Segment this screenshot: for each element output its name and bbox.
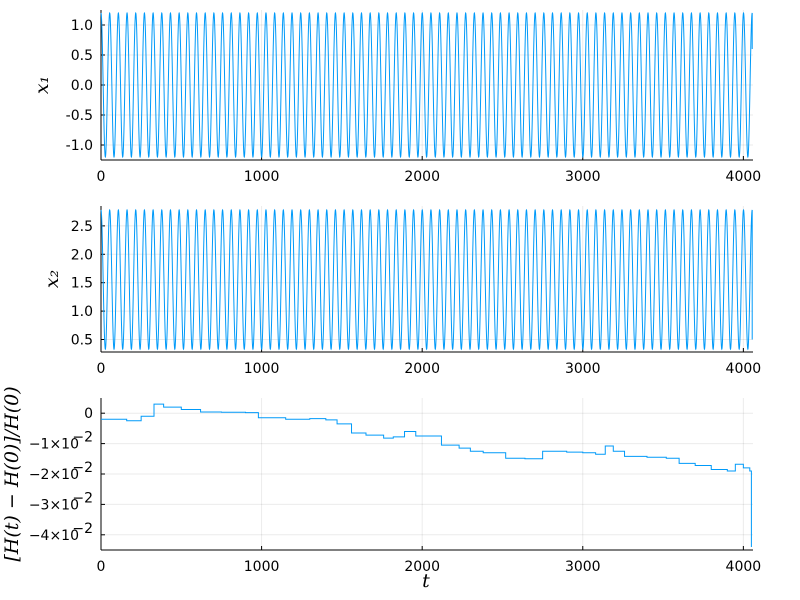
y-tick-label: −2×10 [29, 467, 79, 483]
y-tick-label: −4×10 [29, 528, 79, 544]
x-tick-label: 3000 [565, 361, 601, 377]
x-tick-label: 4000 [726, 559, 762, 575]
y-tick-exponent: −2 [72, 521, 93, 537]
x-tick-label: 2000 [404, 559, 440, 575]
y-tick-label: 2.0 [71, 247, 93, 263]
y-tick-label: 1.5 [71, 276, 93, 292]
series-line [101, 403, 752, 547]
x-tick-label: 3000 [565, 559, 601, 575]
x-tick-label: 1000 [244, 559, 280, 575]
y-tick-label: 1.0 [71, 304, 93, 320]
subplot-x1: 0 1000 2000 3000 4000 -1.0 -0.5 0.0 0.5 1.0 x₁ [31, 10, 761, 185]
x-tick-label: 2000 [404, 361, 440, 377]
x-tick-label: 0 [97, 169, 106, 185]
y-tick-label: 0.5 [71, 48, 93, 64]
y-tick-label: 2.5 [71, 219, 93, 235]
series-line [100, 208, 753, 351]
y-axis-label: x₁ [31, 76, 53, 94]
series-line [100, 11, 753, 159]
x-tick-label: 3000 [565, 169, 601, 185]
y-tick-exponent: −2 [72, 430, 93, 446]
x-tick-label: 2000 [404, 169, 440, 185]
x-tick-label: 4000 [726, 169, 762, 185]
x-tick-label: 0 [97, 361, 106, 377]
y-tick-label: 0 [84, 406, 93, 422]
y-tick-label: −3×10 [29, 497, 79, 513]
subplot-energy-error: 0 1000 2000 3000 40000−1×10−2−2×10−2−3×10−2−… [1, 386, 761, 592]
y-tick-label: −1×10 [29, 437, 79, 453]
y-tick-label: 0.0 [71, 78, 93, 94]
subplot-x2: 0 1000 2000 3000 4000 0.5 1.0 1.5 2.0 2.5 x₂ [41, 206, 761, 377]
y-tick-label: 1.0 [71, 18, 93, 34]
y-axis-label: x₂ [41, 270, 63, 288]
x-tick-label: 0 [97, 559, 106, 575]
y-tick-label: -0.5 [66, 108, 93, 124]
x-axis-label: t [422, 570, 430, 592]
x-tick-label: 4000 [726, 361, 762, 377]
y-tick-exponent: −2 [72, 490, 93, 506]
x-tick-label: 1000 [244, 361, 280, 377]
y-tick-exponent: −2 [72, 460, 93, 476]
y-tick-label: -1.0 [66, 138, 93, 154]
y-axis-label: [H(t) − H(0)]/H(0) [1, 386, 23, 561]
x-tick-label: 1000 [244, 169, 280, 185]
y-tick-label: 0.5 [71, 333, 93, 349]
